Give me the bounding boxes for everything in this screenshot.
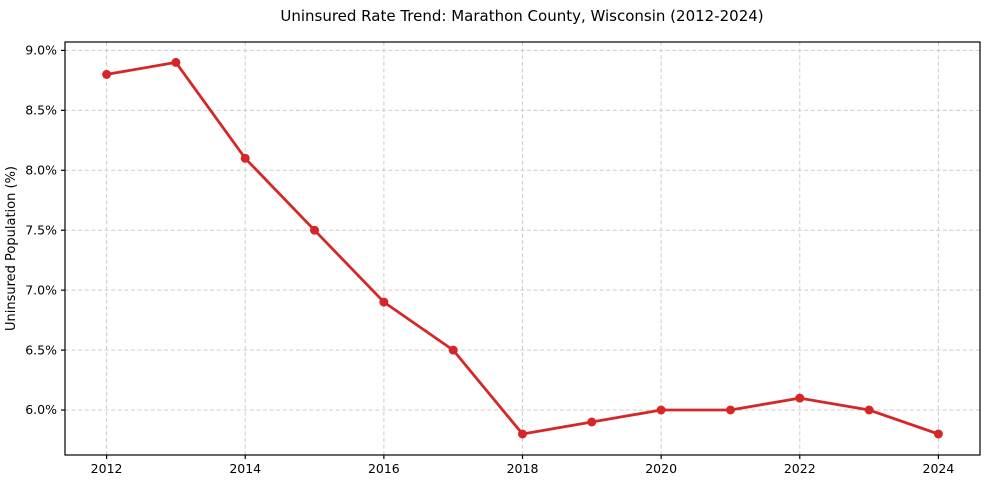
x-tick-label: 2016 [368, 461, 400, 476]
x-tick-label: 2024 [923, 461, 955, 476]
tick-labels: 2012 2014 2016 2018 2020 2022 2024 6.0% 6.5% 7.0%… [25, 43, 954, 476]
data-point-marker [587, 417, 597, 427]
axes [61, 41, 981, 459]
data-point-marker [240, 153, 250, 163]
x-tick-label: 2014 [229, 461, 261, 476]
data-series-line [102, 57, 943, 439]
data-point-marker [379, 297, 389, 307]
data-point-marker [726, 405, 735, 415]
x-tick-label: 2022 [784, 461, 816, 476]
data-point-marker [795, 393, 805, 403]
y-tick-label: 7.5% [25, 222, 57, 237]
y-tick-label: 8.0% [25, 162, 57, 177]
data-point-marker [448, 345, 458, 355]
data-point-marker [933, 429, 943, 439]
y-tick-label: 6.0% [25, 402, 57, 417]
x-tick-label: 2018 [507, 461, 539, 476]
data-point-marker [310, 225, 319, 235]
y-tick-label: 8.5% [25, 103, 57, 118]
data-point-marker [864, 405, 874, 415]
data-point-marker [656, 405, 666, 415]
data-point-marker [518, 429, 527, 439]
data-point-marker [171, 57, 181, 67]
x-tick-label: 2012 [91, 461, 123, 476]
y-axis-label: Uninsured Population (%) [4, 166, 19, 331]
gridlines [65, 42, 980, 455]
y-tick-label: 9.0% [25, 43, 57, 58]
y-tick-label: 7.0% [25, 282, 57, 297]
y-tick-label: 6.5% [25, 342, 57, 357]
data-point-marker [102, 69, 112, 79]
x-tick-label: 2020 [645, 461, 677, 476]
chart-title: Uninsured Rate Trend: Marathon County, W… [280, 7, 763, 25]
